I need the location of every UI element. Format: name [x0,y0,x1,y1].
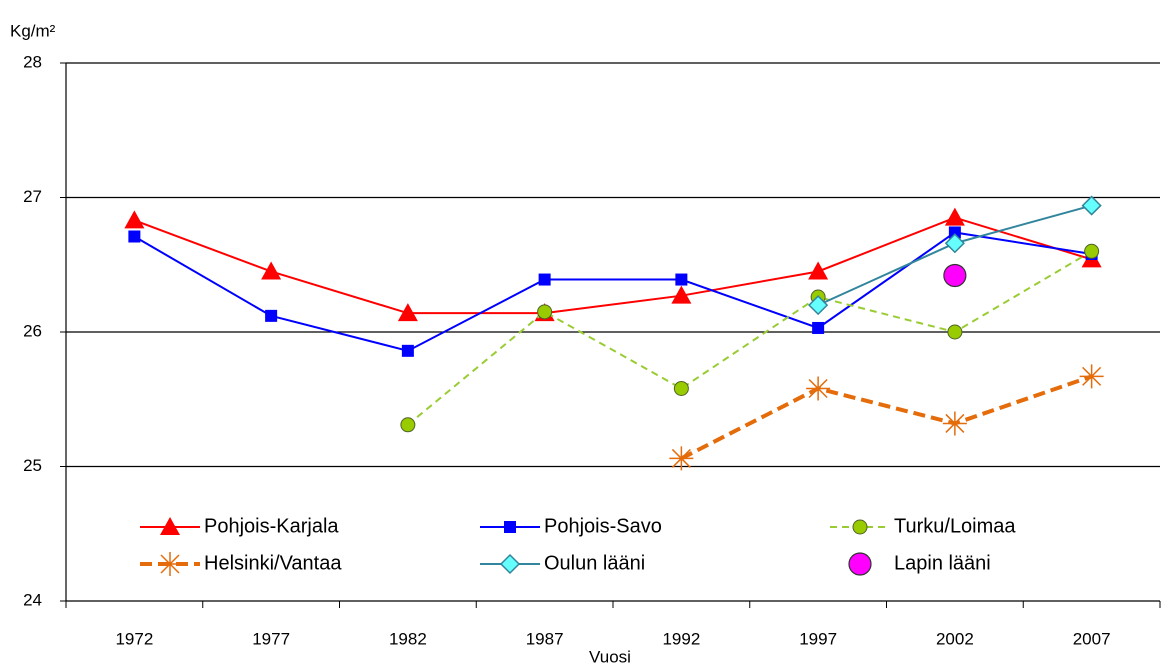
marker [808,295,829,316]
x-tick-label: 2007 [1073,629,1111,648]
x-tick-label: 1997 [799,629,837,648]
marker [1084,243,1100,259]
x-tick-label: 1987 [526,629,564,648]
y-tick-label: 24 [23,590,42,609]
marker [1081,195,1102,216]
legend-label: Helsinki/Vantaa [204,552,342,574]
marker [261,261,282,280]
marker [852,519,868,535]
x-tick-label: 1972 [115,629,153,648]
marker [812,321,825,334]
marker [1079,364,1104,389]
y-tick-label: 26 [23,321,42,340]
marker [401,344,414,357]
legend-label: Oulun lääni [544,552,645,574]
marker [806,376,831,401]
series-line [407,250,1093,426]
marker [943,263,967,288]
x-tick-label: 1977 [252,629,290,648]
marker [160,517,180,535]
marker [128,230,141,243]
marker [265,309,278,322]
marker [537,304,553,320]
series-line [133,231,1092,352]
x-axis-label: Vuosi [589,647,631,666]
marker [944,207,965,226]
marker [675,273,688,286]
y-tick-label: 25 [23,456,42,475]
marker [848,552,872,576]
marker [808,261,829,280]
legend-label: Pohjois-Karjala [204,515,339,537]
marker [397,303,418,322]
marker [671,285,692,304]
y-tick-label: 28 [23,52,42,71]
marker [942,411,967,436]
series-line [680,374,1093,461]
x-tick-label: 1982 [389,629,427,648]
y-tick-label: 27 [23,187,42,206]
legend-label: Pohjois-Savo [544,515,662,537]
series-line [134,216,1092,315]
marker [944,233,965,254]
legend-label: Turku/Loimaa [894,515,1016,537]
marker [400,417,416,433]
marker [538,273,551,286]
y-axis-label: Kg/m² [10,21,56,40]
legend-label: Lapin lääni [894,552,991,574]
x-tick-label: 1992 [662,629,700,648]
marker [947,324,963,340]
x-tick-label: 2002 [936,629,974,648]
marker [158,552,182,576]
marker [499,553,521,575]
marker [948,226,961,239]
marker [673,380,689,396]
marker [504,521,516,533]
marker [124,210,145,229]
marker [669,446,694,471]
